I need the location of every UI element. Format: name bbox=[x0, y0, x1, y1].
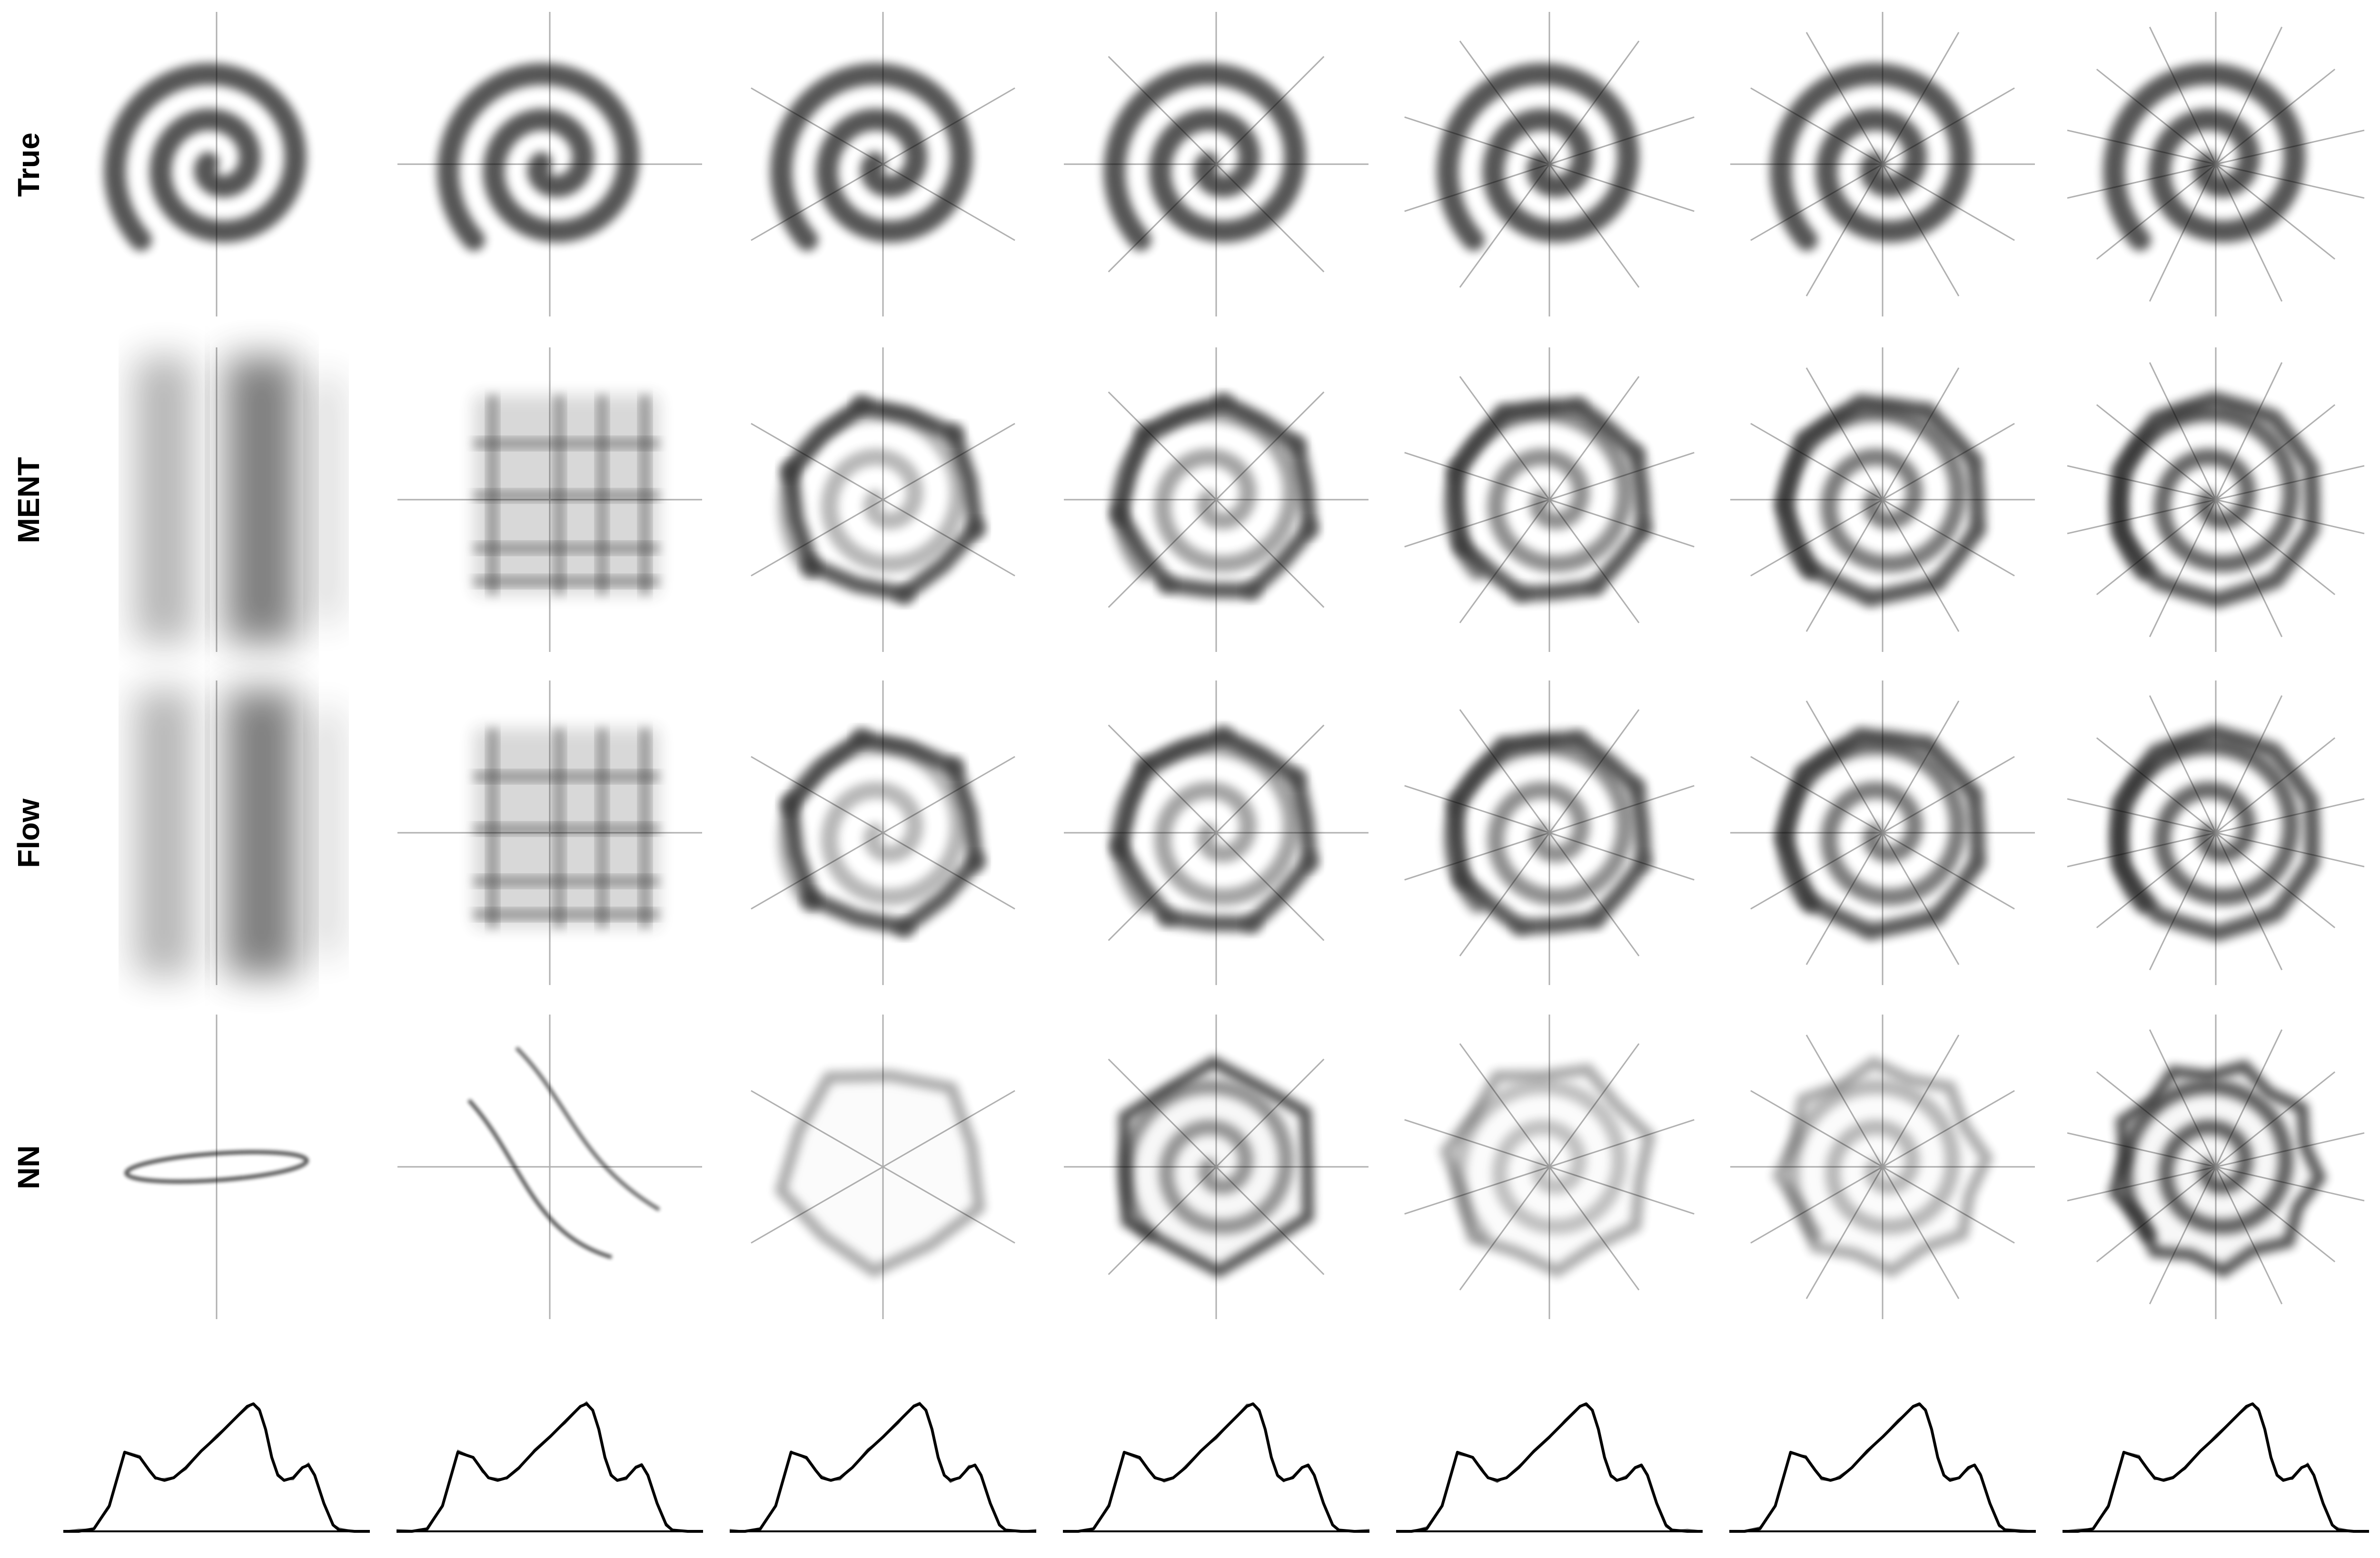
density-panel bbox=[2067, 1015, 2365, 1319]
profile-panel bbox=[1062, 1402, 1370, 1533]
density-panel bbox=[397, 12, 702, 316]
density-image bbox=[124, 1150, 309, 1183]
profile-line bbox=[1729, 1404, 2036, 1532]
profile-line bbox=[729, 1401, 1037, 1532]
density-image bbox=[1437, 63, 1639, 251]
density-panel bbox=[1730, 12, 2035, 316]
density-image bbox=[1443, 396, 1653, 603]
density-panel bbox=[1404, 12, 1695, 316]
projection-axis-line bbox=[751, 1090, 1015, 1244]
density-image bbox=[1771, 1055, 1994, 1278]
profile-line bbox=[1062, 1403, 1370, 1532]
density-panel bbox=[136, 680, 340, 985]
profile-line bbox=[2063, 1402, 2369, 1533]
density-panel bbox=[104, 12, 307, 316]
density-panel bbox=[751, 680, 1015, 985]
density-image bbox=[777, 394, 987, 605]
density-panel bbox=[1730, 680, 2035, 985]
row-label-nn: NN bbox=[11, 1145, 46, 1190]
density-image bbox=[774, 1070, 986, 1278]
density-panel bbox=[397, 347, 702, 652]
density-image bbox=[437, 63, 640, 251]
density-image bbox=[1443, 729, 1653, 937]
row-label-flow: Flow bbox=[11, 799, 46, 868]
profile-panel bbox=[1729, 1402, 2036, 1533]
row-label-ment: MENT bbox=[11, 457, 46, 543]
density-panel bbox=[751, 1015, 1015, 1319]
density-panel bbox=[397, 680, 702, 985]
profile-line bbox=[1063, 1402, 1369, 1533]
density-image bbox=[104, 63, 307, 251]
profile-line bbox=[2062, 1403, 2369, 1532]
density-panel bbox=[2067, 12, 2365, 316]
density-panel bbox=[1404, 680, 1695, 985]
profile-panel bbox=[396, 1401, 704, 1533]
profile-line bbox=[63, 1402, 370, 1533]
density-image bbox=[2108, 1059, 2327, 1278]
density-panel bbox=[1730, 347, 2035, 652]
density-panel bbox=[1404, 1015, 1695, 1319]
density-image bbox=[474, 728, 659, 928]
profile-line bbox=[1729, 1402, 2036, 1533]
density-image bbox=[1774, 727, 1986, 940]
density-image bbox=[136, 357, 340, 642]
profile-panel bbox=[1396, 1402, 1703, 1533]
profile-line bbox=[1396, 1402, 1703, 1533]
density-panel bbox=[1064, 1015, 1368, 1319]
density-image bbox=[1118, 1055, 1314, 1278]
profile-line bbox=[63, 1402, 370, 1532]
density-panel bbox=[1064, 680, 1368, 985]
profile-line bbox=[396, 1401, 704, 1532]
profile-panel bbox=[63, 1402, 370, 1533]
density-image bbox=[1774, 394, 1986, 607]
density-image bbox=[2110, 391, 2320, 609]
density-image bbox=[136, 690, 340, 976]
density-image bbox=[770, 63, 973, 251]
density-image bbox=[1109, 725, 1320, 934]
density-panel bbox=[2067, 680, 2365, 985]
density-image bbox=[467, 1046, 661, 1259]
density-image bbox=[1103, 63, 1306, 251]
profile-panel bbox=[2062, 1402, 2369, 1533]
density-image bbox=[1109, 392, 1320, 601]
profile-line bbox=[730, 1402, 1036, 1533]
density-panel bbox=[1064, 12, 1368, 316]
density-panel bbox=[1730, 1015, 2035, 1319]
density-panel bbox=[397, 1015, 702, 1319]
density-panel bbox=[1404, 347, 1695, 652]
row-label-true: True bbox=[11, 132, 46, 197]
density-image bbox=[1770, 63, 1973, 251]
density-panel bbox=[751, 347, 1015, 652]
density-image bbox=[2110, 724, 2320, 942]
density-panel bbox=[124, 1015, 309, 1319]
density-panel bbox=[2067, 347, 2365, 652]
density-image bbox=[777, 727, 987, 938]
density-panel bbox=[1064, 347, 1368, 652]
profile-line bbox=[1396, 1405, 1703, 1532]
density-panel bbox=[136, 347, 340, 652]
profile-line bbox=[397, 1402, 703, 1533]
density-panel bbox=[751, 12, 1015, 316]
density-image bbox=[474, 395, 659, 595]
density-image bbox=[2103, 63, 2306, 251]
density-image bbox=[1439, 1063, 1656, 1278]
profile-panel bbox=[729, 1401, 1037, 1533]
